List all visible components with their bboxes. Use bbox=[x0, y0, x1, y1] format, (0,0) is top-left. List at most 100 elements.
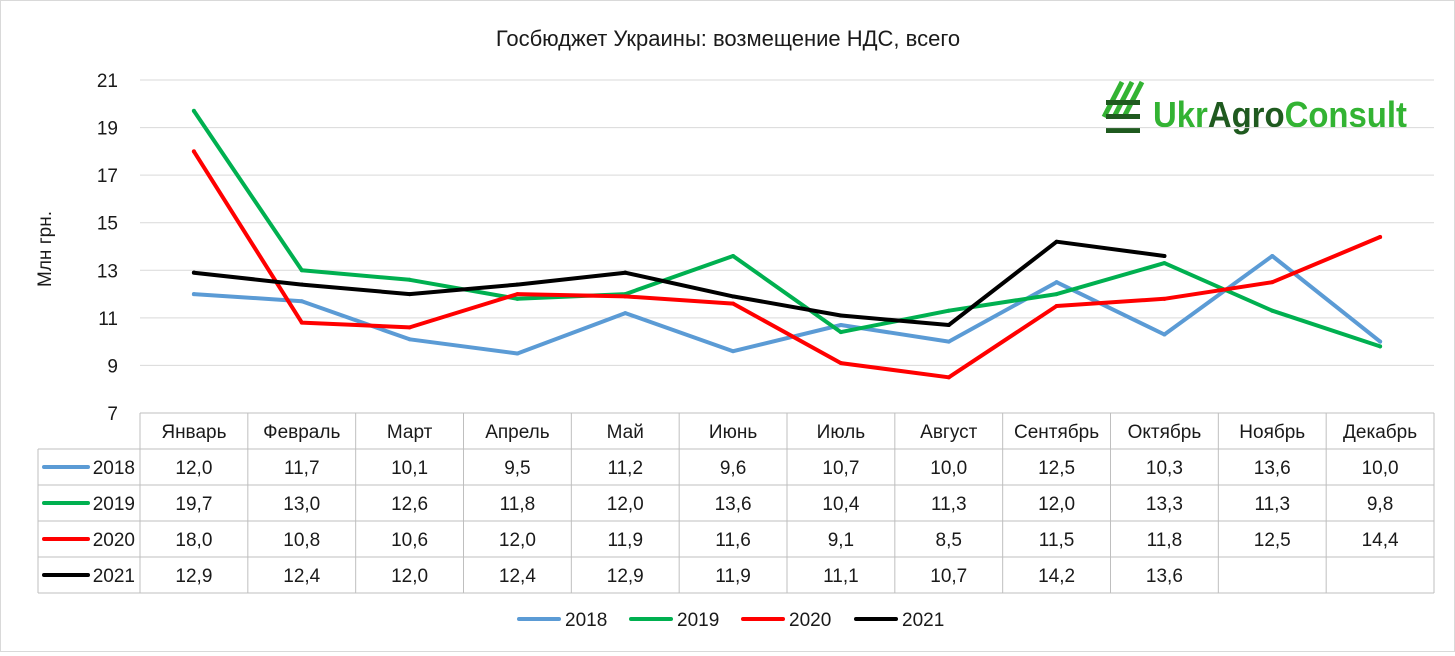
data-label: 9,5 bbox=[504, 458, 530, 479]
data-label: 14,2 bbox=[1038, 566, 1075, 587]
legend-label-2021: 2021 bbox=[902, 610, 944, 631]
legend-label-2018: 2018 bbox=[565, 610, 607, 631]
x-category-label: Март bbox=[387, 422, 433, 443]
y-tick-label: 19 bbox=[97, 119, 118, 140]
data-point-2019 bbox=[1378, 344, 1383, 349]
legend: 2018 2019 2020 2021 bbox=[517, 610, 944, 631]
data-label: 10,0 bbox=[1362, 458, 1399, 479]
data-label: 10,1 bbox=[391, 458, 428, 479]
data-point-2019 bbox=[946, 308, 951, 313]
data-label: 10,3 bbox=[1146, 458, 1183, 479]
data-label: 19,7 bbox=[175, 494, 212, 515]
y-tick-label: 11 bbox=[98, 309, 118, 330]
data-point-2021 bbox=[838, 313, 843, 318]
data-label: 11,3 bbox=[931, 494, 967, 515]
data-label: 12,6 bbox=[391, 494, 428, 515]
y-tick-label: 15 bbox=[97, 214, 118, 235]
data-point-2018 bbox=[623, 311, 628, 316]
data-point-2018 bbox=[731, 349, 736, 354]
data-point-2018 bbox=[946, 339, 951, 344]
y-tick-label: 13 bbox=[97, 261, 118, 282]
y-tick-label: 17 bbox=[97, 166, 118, 187]
x-category-label: Октябрь bbox=[1128, 422, 1202, 443]
data-point-2018 bbox=[407, 337, 412, 342]
data-label: 11,8 bbox=[500, 494, 536, 515]
logo-text-agro: Agro bbox=[1208, 94, 1285, 135]
data-label: 12,0 bbox=[607, 494, 644, 515]
data-label: 12,0 bbox=[175, 458, 212, 479]
logo-mark-icon bbox=[1101, 80, 1145, 133]
x-category-label: Декабрь bbox=[1343, 422, 1417, 443]
data-point-2018 bbox=[1054, 280, 1059, 285]
data-point-2020 bbox=[1054, 303, 1059, 308]
logo-text: UkrAgroConsult bbox=[1153, 94, 1407, 135]
data-label: 12,0 bbox=[499, 530, 536, 551]
data-label: 11,3 bbox=[1254, 494, 1290, 515]
data-point-2021 bbox=[731, 294, 736, 299]
series-line-2018 bbox=[191, 254, 1383, 356]
chart-title: Госбюджет Украины: возмещение НДС, всего bbox=[496, 26, 960, 51]
grid bbox=[140, 79, 1434, 366]
data-label: 13,3 bbox=[1146, 494, 1183, 515]
data-point-2020 bbox=[623, 294, 628, 299]
y-axis-label: Млн грн. bbox=[35, 211, 56, 287]
logo-text-consult: Consult bbox=[1285, 94, 1407, 135]
data-label: 10,8 bbox=[283, 530, 320, 551]
data-label: 13,6 bbox=[1254, 458, 1291, 479]
data-point-2020 bbox=[1162, 296, 1167, 301]
data-point-2021 bbox=[1054, 239, 1059, 244]
data-point-2020 bbox=[407, 325, 412, 330]
data-label: 8,5 bbox=[936, 530, 962, 551]
data-point-2018 bbox=[1378, 339, 1383, 344]
table-row-header-2018: 2018 bbox=[93, 458, 135, 479]
legend-label-2020: 2020 bbox=[789, 610, 831, 631]
data-label: 11,7 bbox=[284, 458, 320, 479]
data-label: 12,4 bbox=[499, 566, 536, 587]
data-point-2018 bbox=[515, 351, 520, 356]
y-tick-label: 21 bbox=[97, 71, 118, 92]
x-category-label: Май bbox=[607, 422, 644, 443]
data-point-2018 bbox=[299, 299, 304, 304]
data-label: 11,1 bbox=[823, 566, 859, 587]
data-point-2018 bbox=[1162, 332, 1167, 337]
data-point-2018 bbox=[838, 322, 843, 327]
data-point-2018 bbox=[1270, 254, 1275, 259]
table-row-header-2019: 2019 bbox=[93, 494, 135, 515]
data-label: 9,8 bbox=[1367, 494, 1393, 515]
data-label: 10,4 bbox=[822, 494, 859, 515]
data-label: 12,4 bbox=[283, 566, 320, 587]
data-label: 12,9 bbox=[607, 566, 644, 587]
x-category-label: Ноябрь bbox=[1239, 422, 1305, 443]
data-point-2019 bbox=[731, 254, 736, 259]
data-label: 13,6 bbox=[1146, 566, 1183, 587]
data-point-2020 bbox=[946, 375, 951, 380]
data-label: 9,1 bbox=[828, 530, 854, 551]
data-point-2020 bbox=[515, 292, 520, 297]
data-label: 12,0 bbox=[391, 566, 428, 587]
data-label: 12,0 bbox=[1038, 494, 1075, 515]
data-point-2021 bbox=[1162, 254, 1167, 259]
data-label: 11,9 bbox=[607, 530, 643, 551]
data-point-2019 bbox=[1270, 308, 1275, 313]
data-label: 14,4 bbox=[1362, 530, 1399, 551]
data-point-2020 bbox=[1378, 234, 1383, 239]
series-line-2019 bbox=[191, 108, 1383, 349]
data-label: 11,9 bbox=[715, 566, 751, 587]
data-point-2021 bbox=[623, 270, 628, 275]
x-category-label: Апрель bbox=[485, 422, 550, 443]
data-label: 10,0 bbox=[930, 458, 967, 479]
data-label: 13,6 bbox=[715, 494, 752, 515]
data-point-2021 bbox=[946, 322, 951, 327]
y-tick-label: 7 bbox=[107, 404, 118, 425]
data-label: 9,6 bbox=[720, 458, 746, 479]
data-point-2019 bbox=[515, 296, 520, 301]
data-label: 12,5 bbox=[1038, 458, 1075, 479]
y-tick-labels: 7 9 11 13 15 17 19 21 bbox=[97, 71, 118, 425]
series-line-2020 bbox=[191, 149, 1383, 380]
data-label: 18,0 bbox=[175, 530, 212, 551]
data-point-2020 bbox=[838, 361, 843, 366]
data-label: 12,5 bbox=[1254, 530, 1291, 551]
table-row-header-2021: 2021 bbox=[93, 566, 135, 587]
